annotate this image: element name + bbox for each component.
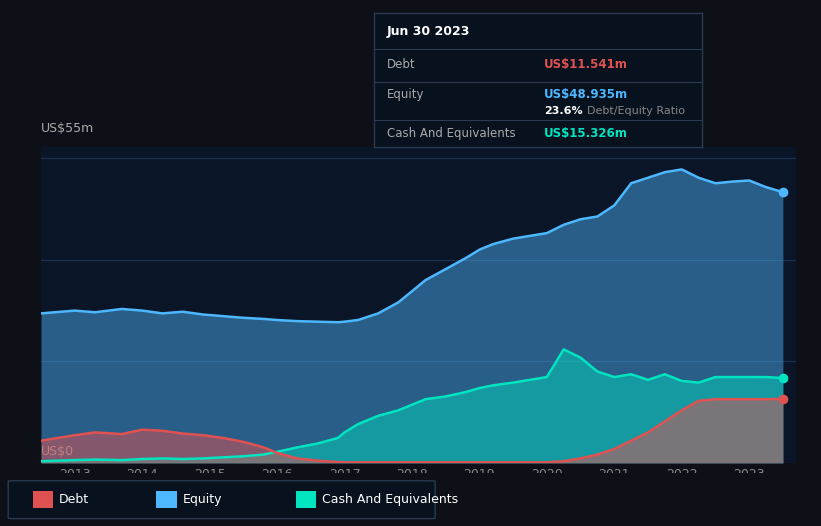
Text: Equity: Equity <box>182 493 222 506</box>
Text: Debt: Debt <box>387 58 415 70</box>
Text: US$55m: US$55m <box>41 122 94 135</box>
Text: US$11.541m: US$11.541m <box>544 58 628 70</box>
Text: US$48.935m: US$48.935m <box>544 88 628 102</box>
Text: US$15.326m: US$15.326m <box>544 127 628 140</box>
Bar <box>156 491 177 508</box>
Bar <box>296 491 316 508</box>
Text: Debt: Debt <box>59 493 89 506</box>
Bar <box>33 491 53 508</box>
FancyBboxPatch shape <box>8 481 435 519</box>
Text: 23.6%: 23.6% <box>544 106 583 116</box>
Text: Debt/Equity Ratio: Debt/Equity Ratio <box>587 106 685 116</box>
Text: Cash And Equivalents: Cash And Equivalents <box>387 127 516 140</box>
Text: Cash And Equivalents: Cash And Equivalents <box>322 493 458 506</box>
Text: Jun 30 2023: Jun 30 2023 <box>387 25 470 38</box>
Text: US$0: US$0 <box>41 445 74 458</box>
Text: Equity: Equity <box>387 88 424 102</box>
